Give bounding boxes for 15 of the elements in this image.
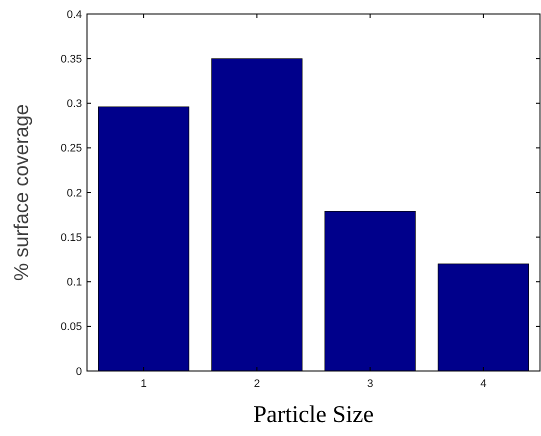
y-tick-label: 0.05	[60, 321, 82, 334]
y-tick-label: 0.35	[60, 53, 82, 66]
x-tick-label: 4	[480, 378, 486, 390]
y-tick-label: 0.25	[60, 142, 82, 155]
y-axis-title: % surface coverage	[11, 104, 33, 281]
y-tick-label: 0.1	[66, 276, 82, 289]
y-tick-label: 0.2	[66, 187, 82, 200]
x-tick-label: 3	[367, 378, 374, 390]
x-tick-label: 1	[140, 378, 147, 390]
x-axis-title: Particle Size	[253, 402, 374, 428]
x-tick-label: 2	[254, 378, 260, 390]
y-tick-label: 0	[76, 366, 82, 378]
y-tick-label: 0.4	[66, 8, 82, 21]
y-tick-label: 0.15	[60, 232, 82, 244]
y-tick-label: 0.3	[66, 98, 82, 110]
